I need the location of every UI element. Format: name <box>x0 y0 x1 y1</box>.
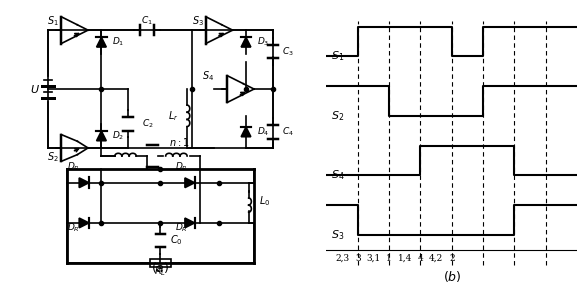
Text: $C_4$: $C_4$ <box>282 126 294 138</box>
Text: $L_r$: $L_r$ <box>168 109 179 123</box>
Text: $D_R$: $D_R$ <box>67 161 80 173</box>
Text: $S_2$: $S_2$ <box>47 150 59 164</box>
Text: $C_1$: $C_1$ <box>141 15 153 27</box>
Bar <box>150 259 171 267</box>
Text: 2: 2 <box>449 254 455 263</box>
Text: $D_3$: $D_3$ <box>257 36 269 48</box>
Polygon shape <box>185 178 195 188</box>
Text: 1,4: 1,4 <box>398 254 412 263</box>
Text: $D_R$: $D_R$ <box>67 221 80 234</box>
Polygon shape <box>241 37 251 47</box>
Text: $D_4$: $D_4$ <box>257 126 269 138</box>
Text: $C_2$: $C_2$ <box>142 118 153 130</box>
Polygon shape <box>79 218 89 228</box>
Text: $D_R$: $D_R$ <box>175 161 188 173</box>
Polygon shape <box>97 37 106 47</box>
Text: $(a)$: $(a)$ <box>151 260 170 275</box>
Text: $S_2$: $S_2$ <box>331 109 345 123</box>
Text: $S_1$: $S_1$ <box>47 14 59 28</box>
Text: $U$: $U$ <box>30 83 40 95</box>
Text: $S_4$: $S_4$ <box>202 69 215 83</box>
Polygon shape <box>241 127 251 137</box>
Text: $C_0$: $C_0$ <box>170 233 182 247</box>
Text: $S_3$: $S_3$ <box>192 14 204 28</box>
Text: $(b)$: $(b)$ <box>442 269 461 284</box>
Text: 2,3: 2,3 <box>335 254 349 263</box>
Text: $L_0$: $L_0$ <box>259 195 271 208</box>
Text: 4,2: 4,2 <box>429 254 443 263</box>
Text: 1: 1 <box>387 254 392 263</box>
Text: $D_2$: $D_2$ <box>112 130 125 142</box>
Text: $S_3$: $S_3$ <box>331 228 345 242</box>
Polygon shape <box>185 218 195 228</box>
Polygon shape <box>79 178 89 188</box>
Text: $R_L$: $R_L$ <box>154 264 166 278</box>
Text: $S_1$: $S_1$ <box>331 49 345 63</box>
Text: $D_1$: $D_1$ <box>112 36 125 48</box>
Text: $n:1$: $n:1$ <box>169 136 189 148</box>
Text: 3: 3 <box>355 254 361 263</box>
Text: $D_R$: $D_R$ <box>175 221 188 234</box>
Text: 4: 4 <box>417 254 423 263</box>
Text: $S_4$: $S_4$ <box>331 168 345 182</box>
Polygon shape <box>97 131 106 141</box>
Text: $C_3$: $C_3$ <box>282 45 294 58</box>
Text: 3,1: 3,1 <box>366 254 381 263</box>
